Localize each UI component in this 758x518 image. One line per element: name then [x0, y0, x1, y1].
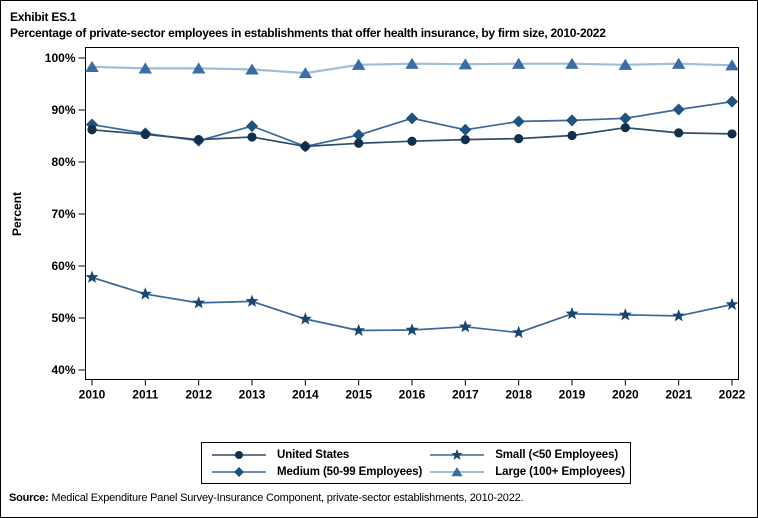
legend-item-large: Large (100+ Employees): [428, 463, 625, 480]
title-block: Exhibit ES.1 Percentage of private-secto…: [10, 9, 606, 41]
circle-marker-icon: [212, 450, 266, 459]
svg-text:2016: 2016: [399, 388, 426, 402]
source-label: Source:: [9, 492, 49, 504]
svg-text:60%: 60%: [51, 259, 75, 273]
legend-item-medium: Medium (50-99 Employees): [210, 463, 422, 480]
legend-item-united-states: United States: [210, 446, 422, 463]
svg-text:2014: 2014: [292, 388, 319, 402]
svg-text:70%: 70%: [51, 207, 75, 221]
svg-text:Percent: Percent: [10, 192, 24, 236]
exhibit-number: Exhibit ES.1: [10, 10, 77, 24]
svg-text:80%: 80%: [51, 155, 75, 169]
legend-label-small: Small (<50 Employees): [495, 448, 619, 461]
svg-text:2013: 2013: [239, 388, 266, 402]
legend-item-small: Small (<50 Employees): [428, 446, 625, 463]
triangle-marker-icon: [430, 466, 485, 476]
legend-label-medium: Medium (50-99 Employees): [277, 465, 423, 478]
svg-text:90%: 90%: [51, 103, 75, 117]
legend: United States Medium (50-99 Employees) S…: [201, 442, 631, 484]
svg-text:2010: 2010: [79, 388, 106, 402]
legend-label-large: Large (100+ Employees): [495, 465, 626, 478]
source-text: Medical Expenditure Panel Survey-Insuran…: [48, 492, 524, 504]
line-chart: 40% 50% 60% 70% 80% 90% 100% 2010 2011 2012 2013 20…: [10, 47, 746, 402]
svg-text:2018: 2018: [505, 388, 532, 402]
svg-text:2015: 2015: [345, 388, 372, 402]
svg-text:2022: 2022: [719, 388, 746, 402]
svg-text:50%: 50%: [51, 311, 75, 325]
chart-title: Percentage of private-sector employees i…: [10, 26, 606, 40]
star-marker-icon: [430, 448, 485, 460]
svg-text:2019: 2019: [559, 388, 586, 402]
svg-text:2021: 2021: [665, 388, 692, 402]
svg-text:2012: 2012: [185, 388, 212, 402]
svg-text:2020: 2020: [612, 388, 639, 402]
legend-label-united-states: United States: [277, 448, 350, 461]
svg-text:2017: 2017: [452, 388, 479, 402]
svg-text:40%: 40%: [51, 363, 75, 377]
diamond-marker-icon: [212, 466, 266, 477]
svg-text:2011: 2011: [132, 388, 158, 402]
source-note: Source: Medical Expenditure Panel Survey…: [9, 492, 524, 504]
svg-text:100%: 100%: [45, 51, 76, 65]
